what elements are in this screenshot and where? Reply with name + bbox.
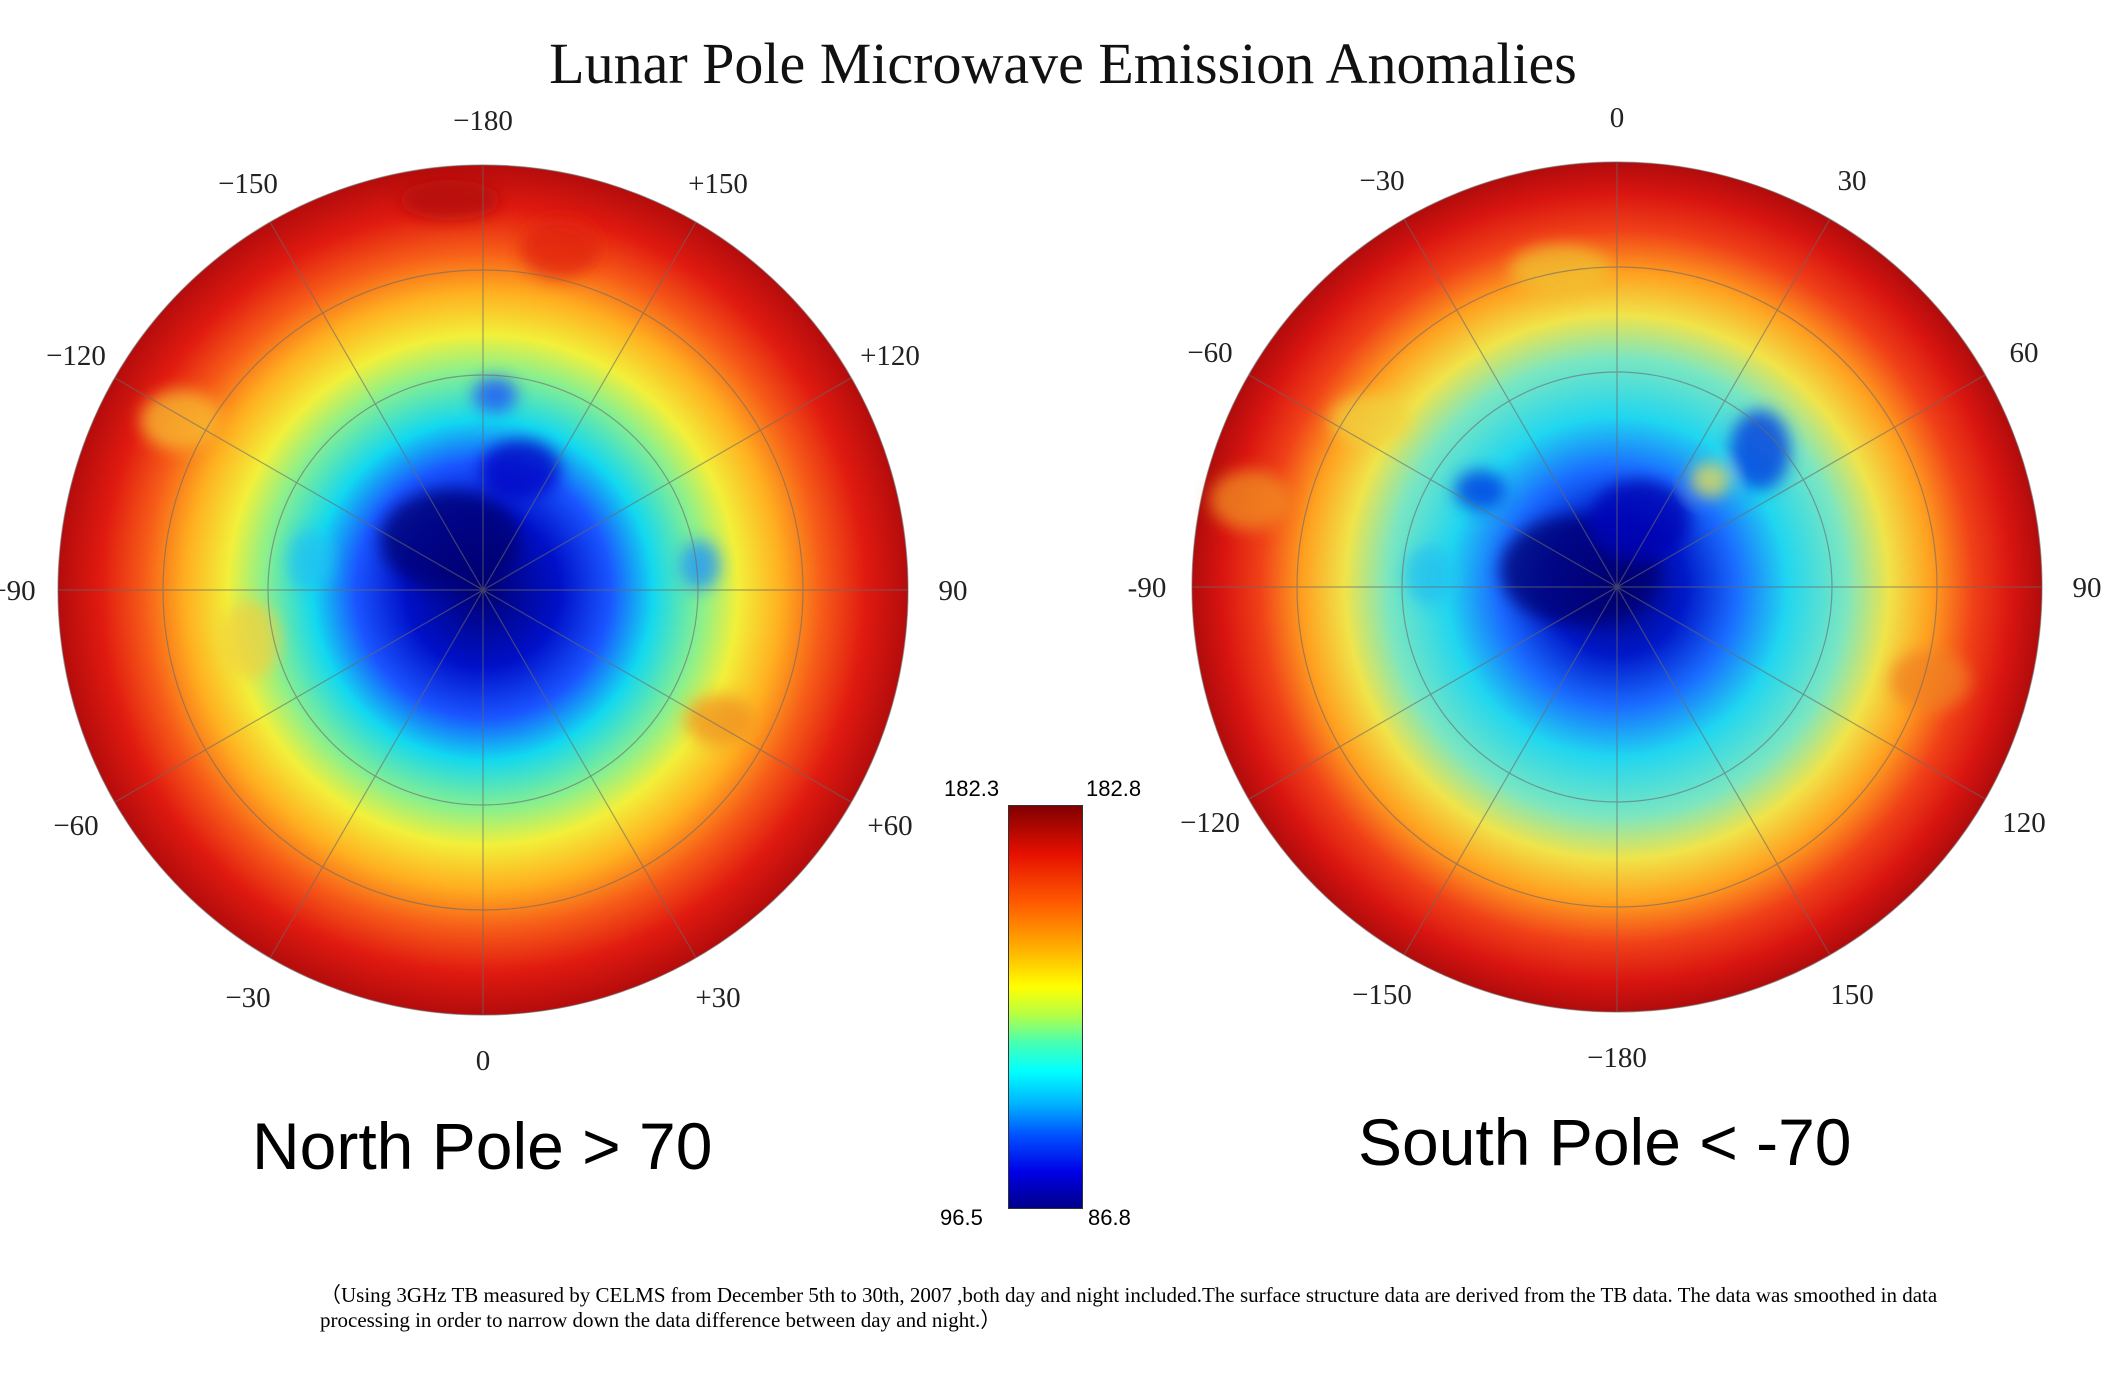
north-pole-texture — [140, 180, 755, 745]
colorbar-bottom-right-label: 86.8 — [1088, 1205, 1131, 1230]
longitude-tick-label: 150 — [1830, 979, 1874, 1011]
longitude-tick-label: −60 — [53, 810, 98, 842]
north-pole-tick-labels: −180 −150 +150 −120 +120 −90 90 −60 +60 −30 +30 0 — [0, 105, 968, 1077]
south-pole-tick-labels: 0 −30 30 −60 60 -90 90 −120 120 −150 150 −180 — [1128, 102, 2102, 1074]
longitude-tick-label: 0 — [476, 1045, 491, 1077]
longitude-tick-label: +30 — [695, 982, 740, 1014]
longitude-tick-label: -90 — [1128, 572, 1167, 604]
south-pole-grid — [1191, 161, 2043, 1013]
longitude-tick-label: −120 — [1180, 807, 1240, 839]
north-pole-grid — [57, 164, 909, 1016]
south-pole-map: 0 −30 30 −60 60 -90 90 −120 120 −150 150 −180 — [1128, 102, 2102, 1074]
longitude-tick-label: −150 — [218, 168, 278, 200]
south-pole-label: South Pole < -70 — [1358, 1105, 1852, 1179]
longitude-tick-label: 0 — [1610, 102, 1625, 134]
colorbar-top-left-label: 182.3 — [944, 776, 1000, 801]
chart-title: Lunar Pole Microwave Emission Anomalies — [549, 31, 1577, 96]
longitude-tick-label: −180 — [1587, 1042, 1647, 1074]
longitude-tick-label: 30 — [1838, 165, 1867, 197]
longitude-tick-label: −150 — [1352, 979, 1412, 1011]
north-pole-map: −180 −150 +150 −120 +120 −90 90 −60 +60 −30 +30 0 — [0, 105, 968, 1077]
longitude-tick-label: +120 — [860, 340, 920, 372]
longitude-tick-label: −60 — [1187, 337, 1232, 369]
longitude-tick-label: 90 — [2073, 572, 2102, 604]
colorbar — [1008, 805, 1083, 1209]
longitude-tick-label: 60 — [2010, 337, 2039, 369]
north-pole-label: North Pole > 70 — [252, 1109, 713, 1183]
longitude-tick-label: −30 — [1359, 165, 1404, 197]
longitude-tick-label: −30 — [225, 982, 270, 1014]
longitude-tick-label: +150 — [688, 168, 748, 200]
colorbar-bottom-left-label: 96.5 — [940, 1205, 983, 1230]
longitude-tick-label: −90 — [0, 575, 36, 607]
footnote: （Using 3GHz TB measured by CELMS from De… — [320, 1283, 1938, 1332]
longitude-tick-label: −120 — [46, 340, 106, 372]
longitude-tick-label: +60 — [867, 810, 912, 842]
longitude-tick-label: −180 — [453, 105, 513, 137]
longitude-tick-label: 90 — [939, 575, 968, 607]
longitude-tick-label: 120 — [2002, 807, 2046, 839]
colorbar-top-right-label: 182.8 — [1086, 776, 1142, 801]
